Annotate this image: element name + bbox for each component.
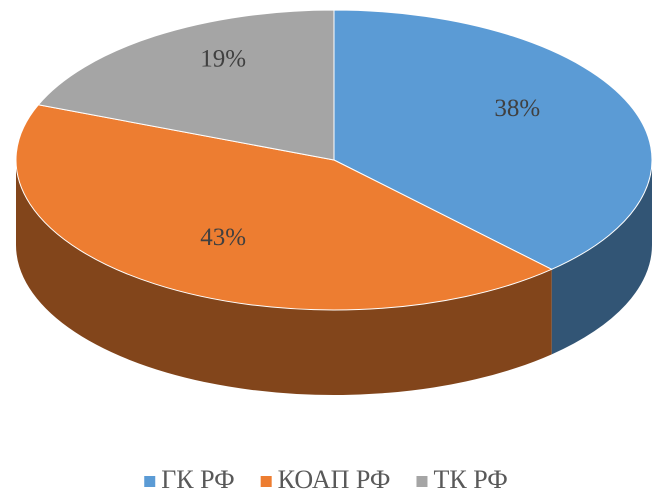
data-label: 43% bbox=[200, 224, 246, 251]
legend-marker bbox=[416, 476, 428, 487]
data-label: 19% bbox=[200, 45, 246, 72]
legend-marker bbox=[260, 476, 272, 487]
slice bbox=[333, 9, 652, 270]
data-label: 38% bbox=[494, 95, 540, 122]
slice bbox=[15, 104, 553, 311]
slice-side bbox=[551, 160, 652, 355]
slice bbox=[37, 9, 335, 161]
legend-label: ГК РФ bbox=[161, 465, 234, 494]
slice-side bbox=[16, 160, 552, 396]
legend-label: КОАП РФ bbox=[278, 465, 391, 494]
legend-label: ТК РФ bbox=[433, 465, 507, 494]
legend-marker bbox=[144, 476, 156, 487]
